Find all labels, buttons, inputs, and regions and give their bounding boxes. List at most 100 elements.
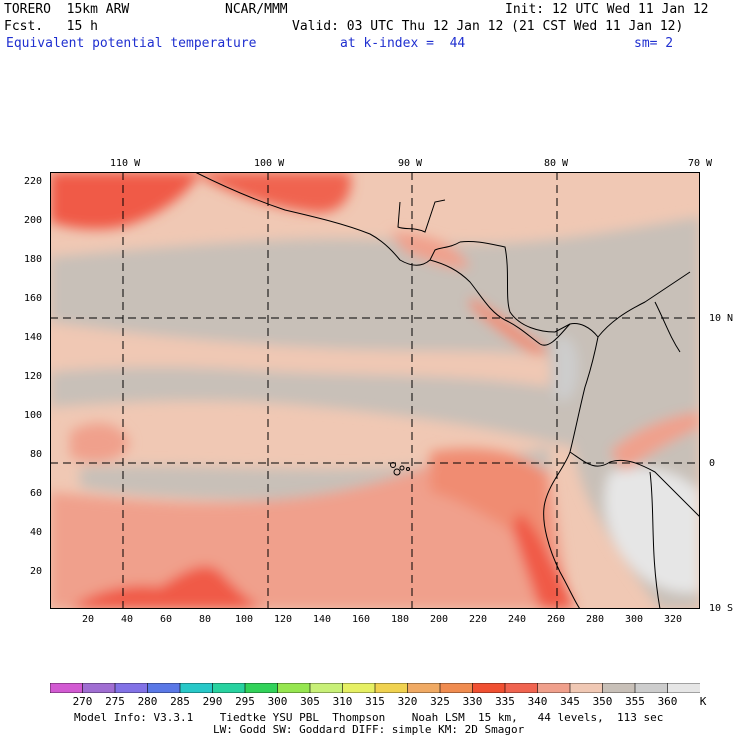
y-tick: 60 — [30, 488, 43, 499]
colorbar-tick-label: 300 — [267, 695, 288, 708]
y-tick: 180 — [24, 254, 43, 265]
x-tick: 220 — [469, 614, 488, 625]
white-andes-east — [604, 468, 700, 593]
colorbar-swatch — [82, 683, 116, 693]
colorbar-swatch — [667, 683, 700, 693]
colorbar-tick-label: 320 — [397, 695, 418, 708]
red-peru-coast — [512, 512, 575, 609]
colorbar-swatch — [472, 683, 506, 693]
colorbar-tick-label: 360 — [657, 695, 678, 708]
colorbar-tick-label: 285 — [170, 695, 190, 708]
model-info-line1: Model Info: V3.3.1 Tiedtke YSU PBL Thomp… — [74, 711, 664, 724]
colorbar-swatch — [537, 683, 571, 693]
colorbar-tick-label: 315 — [365, 695, 385, 708]
x-tick: 160 — [352, 614, 371, 625]
red-southwest — [70, 566, 265, 609]
x-tick: 320 — [664, 614, 683, 625]
grey-colombia-coast — [555, 336, 579, 401]
colorbar-swatch — [569, 683, 604, 693]
x-tick: 80 — [199, 614, 212, 625]
field-name: Equivalent potential temperature — [6, 36, 257, 51]
map-border — [50, 172, 700, 609]
colorbar-swatch — [342, 683, 376, 693]
colorbar-swatch — [212, 683, 246, 693]
central-america-pacific — [429, 259, 541, 345]
salmon-west-patch — [70, 423, 130, 462]
x-tick: 120 — [274, 614, 293, 625]
colorbar-tick-label: 310 — [332, 695, 353, 708]
colorbar-swatch — [374, 683, 409, 693]
colorbar-swatch — [407, 683, 441, 693]
x-tick: 100 — [235, 614, 254, 625]
colorbar-swatch — [179, 683, 214, 693]
lake-maracaibo-edge — [654, 301, 681, 353]
lon-label-110w: 110 W — [110, 158, 141, 169]
x-tick: 300 — [625, 614, 644, 625]
colorbar-tick-label: 305 — [300, 695, 320, 708]
peru-brazil-border — [649, 471, 661, 609]
colorbar-swatch — [309, 683, 344, 693]
beige-band-mid — [50, 322, 550, 387]
y-tick: 140 — [24, 332, 43, 343]
colombia-pacific-coast — [539, 323, 599, 453]
y-tick: 200 — [24, 215, 43, 226]
x-tick: 240 — [508, 614, 527, 625]
y-tick: 20 — [30, 566, 43, 577]
salmon-ecuador — [610, 412, 700, 472]
lat-label-10n: 10 N — [709, 313, 734, 324]
colorbar — [50, 683, 700, 693]
x-tick: 260 — [547, 614, 566, 625]
colorbar-tick-label: 355 — [625, 695, 645, 708]
smoothing-label: sm= 2 — [634, 36, 674, 51]
y-tick: 160 — [24, 293, 43, 304]
field-shading — [50, 172, 700, 609]
y-tick: 80 — [30, 449, 43, 460]
colorbar-swatch — [439, 683, 474, 693]
colorbar-tick-label: 340 — [527, 695, 548, 708]
ecuador-peru-border — [569, 451, 700, 518]
x-tick: 140 — [313, 614, 332, 625]
grey-band-upper — [50, 217, 700, 447]
lat-label-10s: 10 S — [709, 603, 734, 614]
colorbar-swatch — [277, 683, 311, 693]
colorbar-swatch — [602, 683, 636, 693]
venezuela-coast — [597, 271, 691, 338]
x-tick: 60 — [160, 614, 173, 625]
colorbar-tick-label: 330 — [462, 695, 483, 708]
level-label: at k-index = 44 — [340, 36, 466, 51]
x-tick: 200 — [430, 614, 449, 625]
colorbar-swatch — [244, 683, 279, 693]
graticule — [50, 172, 700, 609]
colorbar-tick-label: 295 — [235, 695, 255, 708]
y-tick: 220 — [24, 176, 43, 187]
init-time: Init: 12 UTC Wed 11 Jan 12 — [505, 2, 709, 17]
colorbar-tick-label: 350 — [592, 695, 613, 708]
colorbar-swatch — [114, 683, 149, 693]
red-north-center — [200, 172, 351, 213]
colorbar-tick-label: 325 — [430, 695, 450, 708]
salmon-costa-rica — [470, 297, 547, 355]
y-tick: 120 — [24, 371, 43, 382]
x-tick: 280 — [586, 614, 605, 625]
red-northwest — [50, 172, 200, 230]
colorbar-tick-label: 345 — [560, 695, 580, 708]
model-title: TORERO 15km ARW — [4, 2, 130, 17]
x-tick: 20 — [82, 614, 95, 625]
y-tick: 40 — [30, 527, 43, 538]
center-label: NCAR/MMM — [225, 2, 288, 17]
theta-e-map — [50, 172, 700, 609]
model-info-line2: LW: Godd SW: Goddard DIFF: simple KM: 2D… — [213, 723, 525, 736]
lon-label-80w: 80 W — [544, 158, 569, 169]
colorbar-swatch — [147, 683, 181, 693]
colorbar-tick-label: 280 — [137, 695, 158, 708]
colorbar-tick-label: 270 — [72, 695, 93, 708]
colorbar-swatch — [504, 683, 539, 693]
salmon-guatemala — [390, 232, 470, 269]
colorbar-tick-label: 290 — [202, 695, 223, 708]
valid-time: Valid: 03 UTC Thu 12 Jan 12 (21 CST Wed … — [292, 19, 684, 34]
colorbar-swatch — [50, 683, 84, 693]
central-america-caribbean — [459, 241, 571, 333]
colorbar-tick-label: 275 — [105, 695, 125, 708]
colorbar-unit: K — [699, 695, 707, 708]
x-tick: 40 — [121, 614, 134, 625]
